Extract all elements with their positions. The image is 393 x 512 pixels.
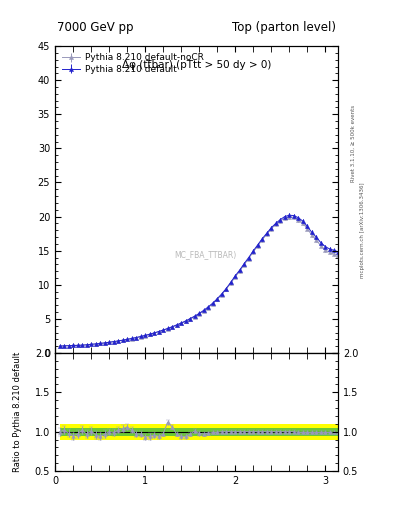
Text: 7000 GeV pp: 7000 GeV pp bbox=[57, 22, 134, 34]
Text: Δφ (tt̅bar) (pTtt > 50 dy > 0): Δφ (tt̅bar) (pTtt > 50 dy > 0) bbox=[122, 60, 271, 70]
Text: MC_FBA_TTBAR): MC_FBA_TTBAR) bbox=[174, 250, 236, 259]
Text: Top (parton level): Top (parton level) bbox=[232, 22, 336, 34]
Y-axis label: Ratio to Pythia 8.210 default: Ratio to Pythia 8.210 default bbox=[13, 352, 22, 472]
Text: mcplots.cern.ch [arXiv:1306.3436]: mcplots.cern.ch [arXiv:1306.3436] bbox=[360, 183, 365, 278]
Text: Rivet 3.1.10, ≥ 500k events: Rivet 3.1.10, ≥ 500k events bbox=[351, 105, 356, 182]
Legend: Pythia 8.210 default-noCR, Pythia 8.210 default: Pythia 8.210 default-noCR, Pythia 8.210 … bbox=[59, 51, 206, 77]
